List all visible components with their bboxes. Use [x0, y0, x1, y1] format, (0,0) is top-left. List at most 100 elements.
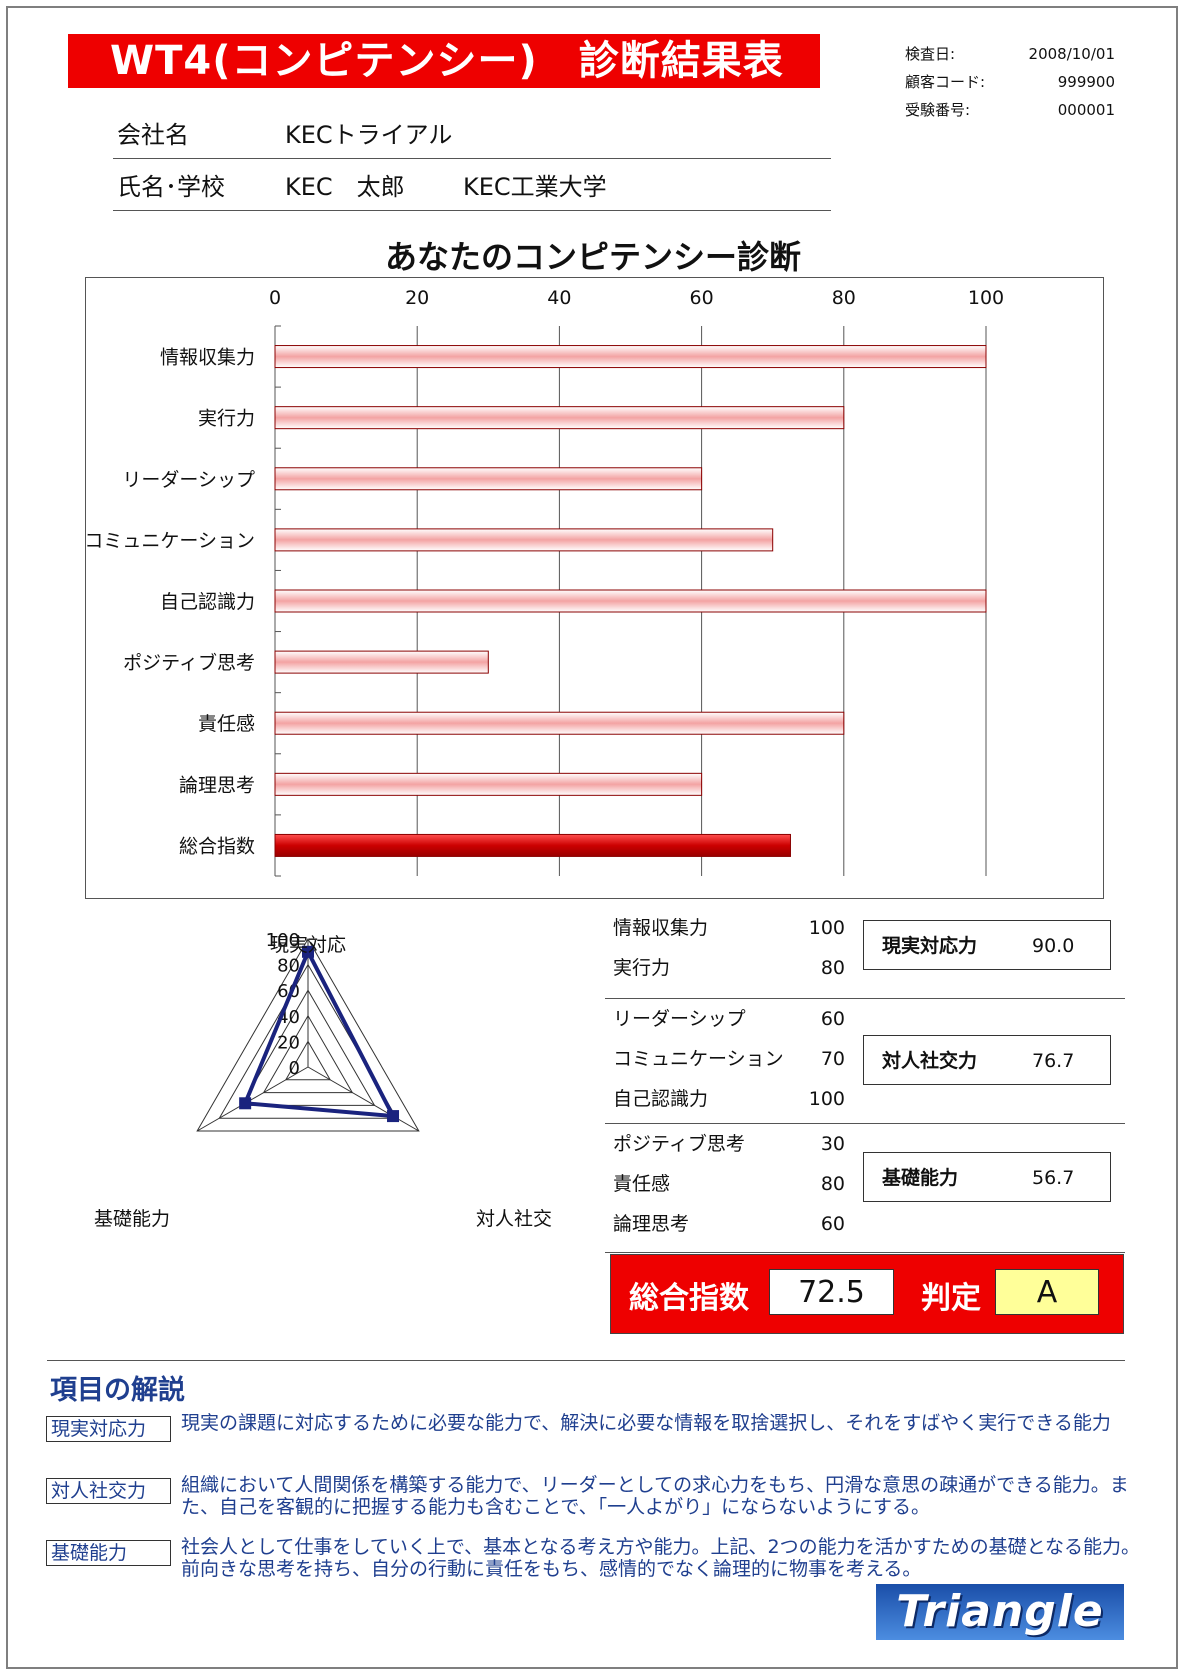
radar-axis-label: 現実対応 [270, 934, 346, 956]
radar-ring [196, 938, 420, 1132]
bar [274, 711, 845, 735]
explanation-item: 基礎能力 社会人として仕事をしていく上で、基本となる考え方や能力。上記、2つの能… [46, 1536, 1140, 1586]
score-item-name: リーダーシップ [613, 1008, 746, 1030]
score-item-value: 80 [820, 957, 845, 979]
radar-tick-label: 20 [277, 1032, 300, 1053]
total-label: 総合指数 [629, 1281, 749, 1316]
bar [274, 650, 489, 674]
radar-tick-label: 0 [289, 1058, 300, 1079]
total-value: 72.5 [769, 1269, 894, 1315]
bar [274, 528, 774, 552]
category-label: 自己認識力 [160, 591, 255, 613]
bar-chart-frame: 0 20 40 60 80 100 情報収集力実行力リーダーシップコミュニケーション自己認識… [84, 277, 1104, 899]
score-item-name: 実行力 [613, 957, 671, 979]
x-tick-label: 60 [690, 287, 714, 309]
score-item-name: ポジティブ思考 [613, 1133, 745, 1155]
score-item-value: 70 [820, 1048, 845, 1070]
chart-title: あなたのコンピテンシー診断 [384, 238, 801, 276]
meta-value: 000001 [1057, 101, 1115, 119]
category-label: 総合指数 [179, 835, 255, 857]
meta-block: 検査日: 2008/10/01 顧客コード: 999900 受験番号: 0000… [905, 40, 1115, 124]
explanation-desc: 現実の課題に対応するために必要な能力で、解決に必要な情報を取捨選択し、それをすば… [181, 1412, 1111, 1434]
category-label: 実行力 [198, 408, 255, 430]
meta-row-date: 検査日: 2008/10/01 [905, 40, 1115, 68]
person-school: KEC工業大学 [463, 173, 607, 201]
score-row: コミュニケーション 70 [605, 1039, 1125, 1079]
bar [274, 589, 987, 613]
score-item-value: 60 [820, 1213, 845, 1235]
explanation-term: 現実対応力 [46, 1416, 171, 1442]
summary-box-reality: 現実対応力 90.0 [863, 920, 1111, 970]
score-item-value: 30 [820, 1133, 845, 1155]
report-title: WT4(コンピテンシー) 診断結果表 [68, 34, 820, 88]
explanation-item: 対人社交力 組織において人間関係を構築する能力で、リーダーとしての求心力をもち、… [46, 1474, 1129, 1524]
person-name: KEC 太郎 [285, 173, 405, 201]
summary-box-social: 対人社交力 76.7 [863, 1035, 1111, 1085]
meta-label: 検査日: [905, 45, 956, 63]
category-label: 責任感 [198, 713, 255, 735]
score-item-value: 80 [820, 1173, 845, 1195]
score-table: 情報収集力 100 実行力 80 現実対応力 90.0 リーダーシップ 60 コ… [605, 908, 1125, 1253]
logo-text: Triangle [896, 1586, 1104, 1637]
score-row: 実行力 80 [605, 948, 1125, 988]
x-tick-label: 100 [968, 287, 1004, 309]
meta-row-exam: 受験番号: 000001 [905, 96, 1115, 124]
summary-value: 90.0 [1032, 935, 1075, 957]
explanation-desc: 組織において人間関係を構築する能力で、リーダーとしての求心力をもち、円滑な意思の… [181, 1474, 1129, 1518]
radar-axis [307, 1066, 420, 1132]
radar-ring [262, 1014, 354, 1094]
summary-name: 対人社交力 [882, 1050, 978, 1072]
x-tick-label: 40 [547, 287, 571, 309]
meta-value: 999900 [1057, 73, 1115, 91]
score-item-name: 情報収集力 [613, 917, 709, 939]
summary-value: 76.7 [1032, 1050, 1075, 1072]
meta-row-customer: 顧客コード: 999900 [905, 68, 1115, 96]
bar [274, 772, 703, 796]
summary-name: 現実対応力 [882, 935, 978, 957]
score-item-name: コミュニケーション [613, 1048, 784, 1070]
total-box: 総合指数 72.5 判定 A [610, 1254, 1124, 1334]
radar-point [302, 945, 314, 958]
x-tick-label: 80 [832, 287, 856, 309]
page-frame [6, 6, 1178, 1669]
meta-label: 顧客コード: [905, 73, 986, 91]
radar-point [387, 1110, 400, 1123]
meta-label: 受験番号: [905, 101, 971, 119]
score-group-reality: 情報収集力 100 実行力 80 現実対応力 90.0 [605, 908, 1125, 999]
explanation-term: 対人社交力 [46, 1478, 171, 1504]
score-item-value: 60 [820, 1008, 845, 1030]
judge-label: 判定 [921, 1281, 981, 1316]
bar [274, 833, 791, 857]
section-divider [47, 1360, 1125, 1361]
person-label: 氏名･学校 [117, 173, 225, 201]
score-item-name: 責任感 [613, 1173, 671, 1195]
radar-axis [196, 1066, 309, 1132]
category-label: 情報収集力 [160, 347, 255, 369]
summary-name: 基礎能力 [882, 1167, 959, 1189]
person-row: 氏名･学校 KEC 太郎 KEC工業大学 [113, 160, 831, 211]
bar [274, 467, 703, 491]
score-item-name: 自己認識力 [613, 1088, 709, 1110]
score-group-basic: ポジティブ思考 30 責任感 80 論理思考 60 基礎能力 56.7 [605, 1124, 1125, 1253]
category-label: リーダーシップ [122, 469, 255, 491]
bar-chart: 0 20 40 60 80 100 情報収集力実行力リーダーシップコミュニケーション自己認識… [84, 287, 1004, 877]
score-group-social: リーダーシップ 60 コミュニケーション 70 自己認識力 100 対人社交力 … [605, 999, 1125, 1124]
score-row: ポジティブ思考 30 [605, 1124, 1125, 1164]
radar-point [239, 1097, 252, 1110]
category-label: ポジティブ思考 [123, 651, 255, 674]
explanation-desc: 社会人として仕事をしていく上で、基本となる考え方や能力。上記、2つの能力を活かす… [181, 1536, 1141, 1580]
score-row: 責任感 80 [605, 1164, 1125, 1204]
radar-tick-label: 80 [277, 956, 300, 977]
radar-series [242, 947, 397, 1119]
category-label: コミュニケーション [86, 530, 255, 552]
score-row: リーダーシップ 60 [605, 999, 1125, 1039]
x-tick-label: 0 [269, 287, 281, 309]
x-tick-label: 20 [405, 287, 429, 309]
bar [274, 406, 845, 430]
company-value: KECトライアル [285, 121, 453, 149]
score-row: 情報収集力 100 [605, 908, 1125, 948]
category-label: 論理思考 [179, 774, 255, 796]
score-item-name: 論理思考 [613, 1213, 690, 1235]
explanation-item: 現実対応力 現実の課題に対応するために必要な能力で、解決に必要な情報を取捨選択し… [46, 1412, 1111, 1462]
